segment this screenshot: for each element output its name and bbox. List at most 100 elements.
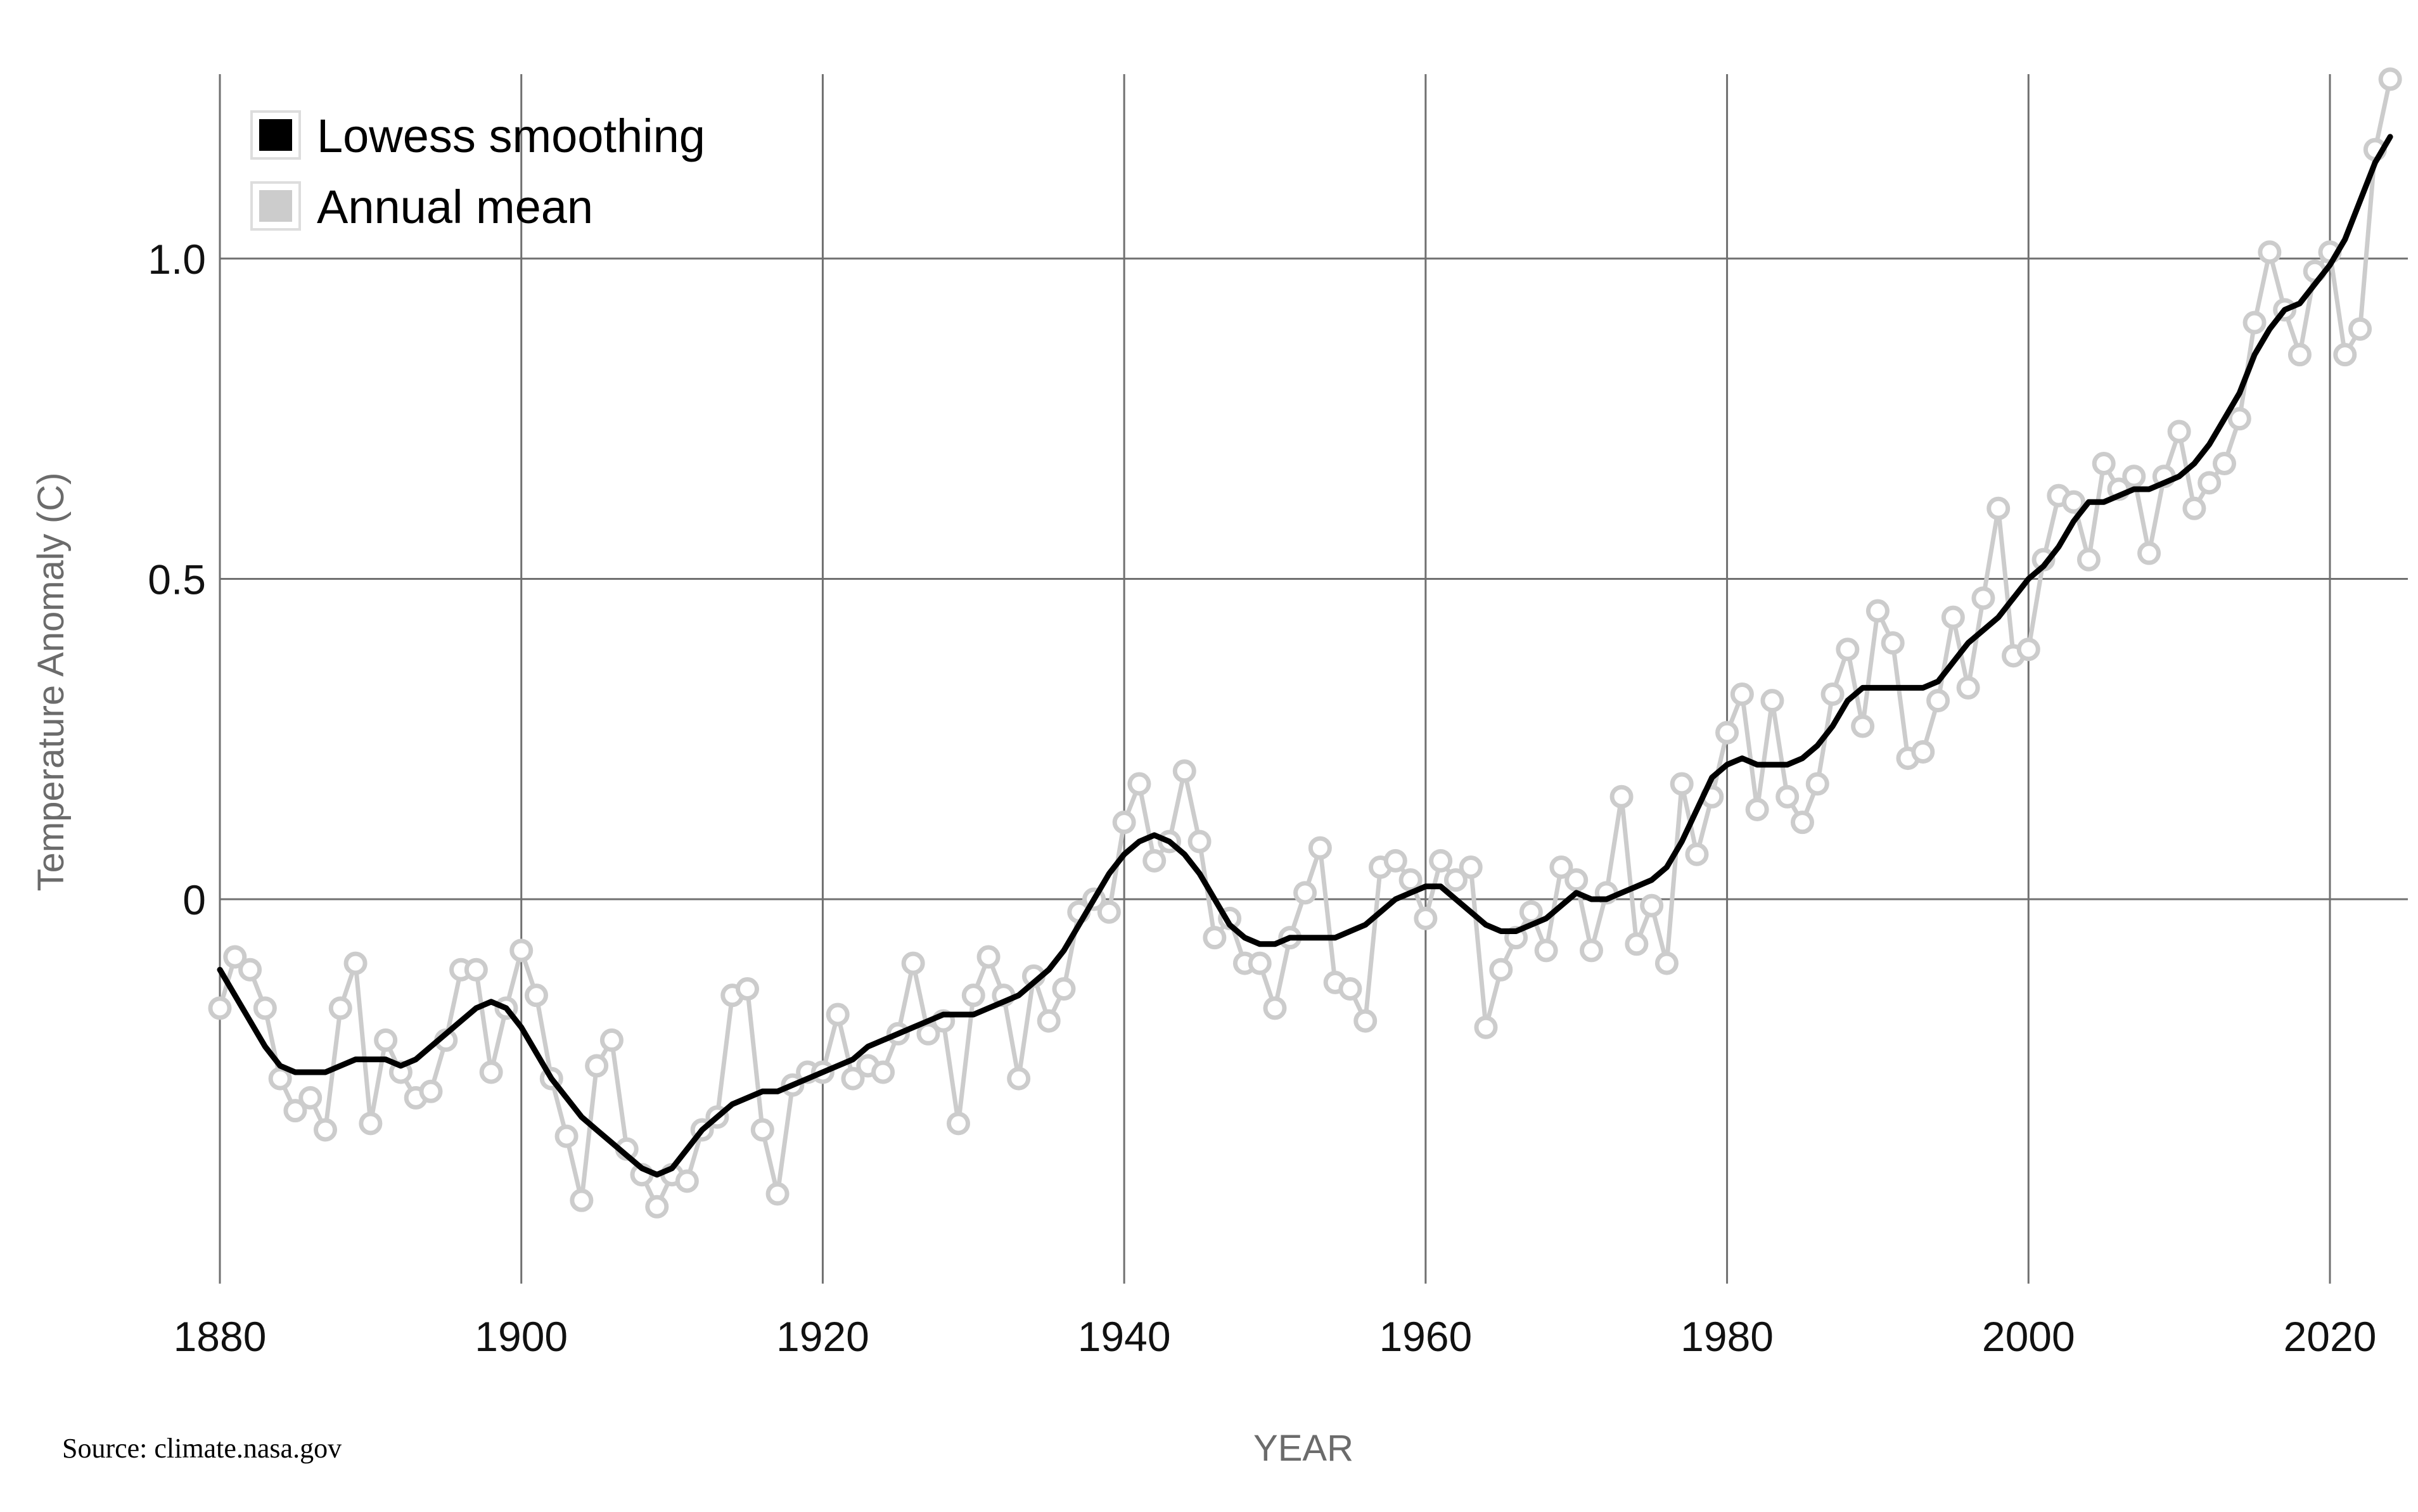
annual-mean-point (2167, 420, 2191, 444)
annual-mean-point (2348, 317, 2372, 341)
legend-label-lowess: Lowess smoothing (317, 110, 705, 162)
x-axis-title: YEAR (1253, 1428, 1353, 1469)
annual-mean-point (1791, 810, 1814, 835)
annual-mean-point (1112, 810, 1136, 835)
annual-mean-point (826, 1003, 850, 1027)
annual-mean-point (750, 1118, 774, 1142)
annual-mean-point (1805, 772, 1829, 796)
annual-mean-point (283, 1099, 307, 1123)
annual-mean-point (1836, 637, 1860, 662)
annual-mean-point (2016, 637, 2040, 662)
y-tick-label: 0 (182, 876, 206, 923)
annual-mean-point (1172, 759, 1196, 783)
annual-mean-point (1519, 900, 1543, 924)
annual-mean-point (599, 1028, 624, 1052)
annual-mean-point (1383, 849, 1407, 873)
annual-mean-point (1534, 939, 1558, 963)
annual-mean-point (464, 958, 488, 982)
annual-mean-point (736, 977, 759, 1001)
annual-mean-point (1941, 605, 1965, 629)
annual-mean-point (253, 996, 277, 1020)
annual-mean-point (479, 1060, 503, 1084)
annual-mean-point (2333, 343, 2357, 367)
annual-mean-point (2076, 548, 2101, 572)
annual-mean-point (1489, 958, 1513, 982)
x-tick-label: 2000 (1982, 1313, 2075, 1360)
annual-mean-point (2182, 496, 2206, 520)
legend-swatch-annual (259, 190, 292, 222)
annual-mean-point (1609, 785, 1634, 809)
annual-mean-point (1187, 830, 1212, 854)
annual-mean-point (1414, 906, 1438, 930)
annual-mean-point (1248, 951, 1272, 975)
annual-mean-point (2197, 471, 2222, 495)
x-tick-label: 1980 (1680, 1313, 1774, 1360)
annual-mean-point (1715, 721, 1739, 745)
x-tick-label: 1940 (1078, 1313, 1171, 1360)
legend-label-annual: Annual mean (317, 181, 593, 233)
annual-mean-point (1580, 939, 1603, 963)
annual-mean-point (1007, 1067, 1031, 1091)
annual-mean-point (841, 1067, 865, 1091)
annual-mean-point (388, 1060, 413, 1084)
annual-mean-point (1775, 785, 1800, 809)
source-note: Source: climate.nasa.gov (62, 1433, 342, 1464)
annual-mean-point (1956, 676, 1980, 700)
annual-mean-point (570, 1188, 594, 1212)
annual-mean-point (976, 945, 1001, 969)
x-axis-ticks: 1880 1900 1920 1940 1960 1980 2000 2020 (174, 1313, 2377, 1360)
annual-mean-point (1986, 496, 2011, 520)
annual-mean-point (1097, 900, 1121, 924)
annual-mean-point (509, 939, 534, 963)
annual-mean-point (1338, 977, 1362, 1001)
annual-mean-point (1308, 836, 1332, 860)
annual-mean-point (2258, 240, 2282, 264)
annual-mean-point (645, 1195, 669, 1219)
annual-mean-point (916, 1022, 940, 1046)
annual-mean-point (1745, 797, 1769, 821)
annual-mean-point (1398, 868, 1423, 892)
annual-mean-point (901, 951, 925, 975)
annual-mean-point (1353, 1009, 1378, 1033)
annual-mean-point (1625, 932, 1649, 956)
y-axis-title: Temperature Anomaly (C) (30, 473, 72, 892)
lowess-smoothing-line (217, 134, 2393, 1178)
annual-mean-point (223, 945, 247, 969)
annual-mean-point (2287, 343, 2312, 367)
annual-mean-point (554, 1124, 579, 1148)
legend: Lowess smoothing Annual mean (250, 110, 705, 233)
annual-mean-point (1142, 849, 1167, 873)
annual-mean-point (1730, 682, 1754, 706)
x-tick-label: 1880 (174, 1313, 267, 1360)
y-tick-label: 0.5 (148, 556, 206, 603)
annual-mean-point (1640, 894, 1664, 918)
annual-mean-point (1881, 631, 1905, 655)
annual-mean-point (328, 996, 352, 1020)
annual-mean-point (2378, 67, 2402, 91)
annual-mean-point (1549, 855, 1573, 879)
annual-mean-point (525, 983, 548, 1008)
annual-mean-point (1127, 772, 1151, 796)
annual-mean-point (1443, 868, 1468, 892)
annual-mean-point (208, 996, 232, 1020)
annual-mean-point (947, 1112, 970, 1136)
annual-mean-point (1293, 881, 1317, 905)
annual-mean-point (1203, 926, 1227, 950)
annual-mean-point (343, 951, 368, 975)
annual-mean-point (1564, 868, 1589, 892)
annual-mean-point (871, 1060, 895, 1084)
annual-mean-point (1820, 682, 1845, 706)
annual-mean-point (1654, 951, 1679, 975)
annual-mean-point (1971, 586, 1995, 610)
annual-mean-point (1459, 855, 1483, 879)
annual-mean-point (2137, 541, 2161, 565)
annual-mean-point (2242, 311, 2267, 335)
annual-mean-point (1474, 1015, 1498, 1039)
annual-mean-point (419, 1079, 443, 1103)
annual-mean-point (1865, 599, 1890, 623)
x-tick-label: 1920 (776, 1313, 869, 1360)
annual-mean-point (1052, 977, 1076, 1001)
annual-mean-series (208, 67, 2402, 1219)
annual-mean-line (217, 79, 2393, 1209)
